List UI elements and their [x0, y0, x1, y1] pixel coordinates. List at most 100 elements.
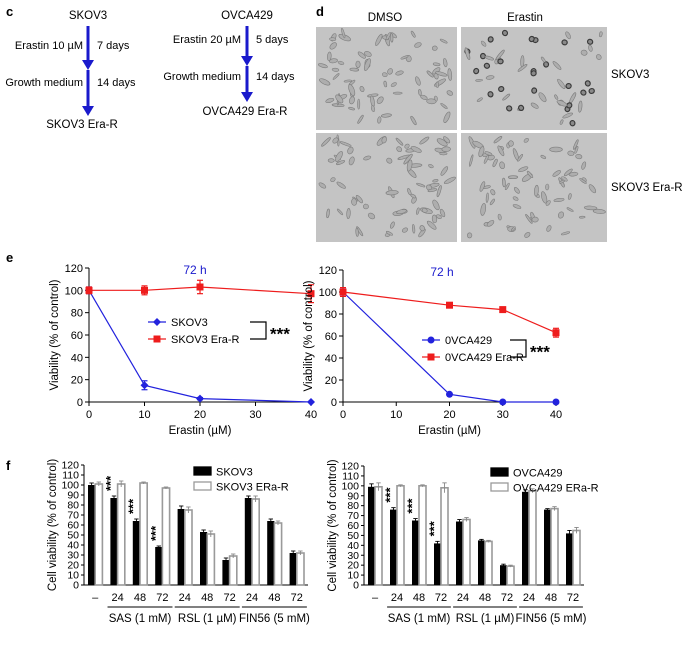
- group-label: RSL (1 µM): [456, 613, 515, 625]
- cell-shape: [518, 166, 529, 173]
- y-axis-label: Viability (% of control): [49, 279, 61, 390]
- x-tick-label: 20: [443, 409, 455, 421]
- y-tick-label: 120: [61, 460, 79, 472]
- x-tick-label: 72: [567, 592, 579, 604]
- cell-shape: [326, 208, 330, 219]
- cell-shape: [484, 151, 493, 156]
- series-line: [88, 289, 312, 403]
- y-tick-label: 90: [67, 490, 79, 502]
- x-axis-label: Erastin (µM): [169, 425, 232, 437]
- cell-shape: [420, 94, 428, 100]
- protocol-result: OVCA429 Era-R: [202, 106, 287, 118]
- cell-shape: [534, 184, 539, 197]
- cell-shape: [497, 58, 504, 65]
- cell-shape: [339, 141, 352, 147]
- cell-shape: [583, 205, 598, 211]
- micrograph-grid: [316, 27, 607, 242]
- cell-shape: [421, 208, 428, 213]
- cell-shape: [400, 55, 409, 60]
- cell-shape: [336, 208, 344, 216]
- bar: [184, 509, 193, 586]
- cell-shape: [318, 182, 327, 189]
- cell-shape: [390, 33, 394, 43]
- cell-shape: [436, 138, 448, 147]
- x-tick-label: 48: [134, 592, 146, 604]
- legend-label: SKOV3 Era-R: [171, 334, 240, 346]
- cell-shape: [524, 232, 531, 238]
- bar: [289, 553, 297, 585]
- cell-shape: [414, 42, 422, 48]
- cell-shape: [528, 35, 535, 43]
- protocol-step2-time: 14 days: [97, 77, 136, 89]
- significance-stars: ***: [404, 497, 419, 513]
- bar: [116, 483, 126, 586]
- cell-shape: [330, 177, 336, 182]
- y-tick-label: 60: [71, 330, 83, 342]
- data-point: [196, 283, 204, 291]
- cell-shape: [495, 49, 505, 61]
- cell-shape: [355, 227, 359, 237]
- x-tick-label: 24: [391, 592, 403, 604]
- legend-label: SKOV3: [171, 317, 208, 329]
- chart-viability-skov3: 0 20 40 60 80 100 120 0 10 20 30 40 Erastin (µM) Viab…: [49, 263, 317, 437]
- cell-shape: [466, 232, 473, 239]
- protocol-title: OVCA429: [221, 10, 273, 22]
- x-tick-label: 48: [413, 592, 425, 604]
- panel-d: d DMSO Erastin SKOV3 SKOV3 Era-R: [316, 4, 682, 242]
- y-tick-label: 40: [347, 540, 359, 552]
- significance-bracket: [250, 321, 267, 340]
- x-tick-label: 48: [479, 592, 491, 604]
- bar: [244, 498, 252, 585]
- cell-shape: [357, 98, 361, 110]
- protocol-step1: Erastin 20 µM: [173, 34, 241, 46]
- cell-shape: [327, 51, 332, 62]
- cell-shape: [561, 39, 568, 46]
- bar: [368, 486, 375, 585]
- y-tick-label: 110: [342, 470, 359, 482]
- bar: [88, 485, 96, 585]
- cell-shape: [396, 209, 407, 215]
- cell-shape: [556, 100, 568, 107]
- cell-shape: [517, 154, 524, 162]
- cell-shape: [578, 100, 583, 113]
- bar: [500, 565, 507, 585]
- cell-shape: [557, 211, 565, 219]
- cell-shape: [566, 102, 573, 109]
- cell-shape: [426, 220, 437, 230]
- cell-shape: [396, 146, 403, 153]
- cell-shape: [511, 226, 516, 232]
- y-tick-label: 100: [341, 480, 359, 492]
- y-axis-label: Viability (% of control): [303, 280, 315, 391]
- panel-letter-d: d: [316, 4, 324, 19]
- x-tick-label: 30: [497, 409, 509, 421]
- legend-label: SKOV3 ERa-R: [216, 482, 289, 494]
- cell-shape: [512, 196, 519, 201]
- bar: [484, 540, 493, 586]
- cell-shape: [501, 29, 509, 37]
- cell-shape: [428, 164, 434, 169]
- y-tick-label: 60: [325, 331, 337, 343]
- cell-shape: [464, 47, 471, 61]
- cell-shape: [355, 195, 364, 204]
- cell-shape: [376, 96, 384, 104]
- cell-shape: [416, 182, 426, 188]
- x-tick-label: 30: [249, 409, 261, 421]
- data-point: [339, 288, 347, 296]
- data-point: [552, 329, 560, 337]
- cell-shape: [432, 199, 440, 211]
- arrowhead-icon: [82, 106, 94, 116]
- column-label-erastin: Erastin: [507, 12, 543, 24]
- cell-shape: [435, 81, 439, 88]
- cell-shape: [410, 30, 416, 38]
- cell-shape: [349, 96, 355, 105]
- y-tick-label: 50: [347, 530, 359, 542]
- cell-shape: [348, 106, 356, 111]
- cell-shape: [432, 62, 441, 67]
- protocol-step2-time: 14 days: [256, 71, 295, 83]
- cell-shape: [431, 214, 438, 224]
- x-tick-label: 24: [111, 592, 123, 604]
- cell-shape: [557, 78, 566, 89]
- cell-shape: [325, 97, 335, 104]
- bar: [139, 482, 148, 586]
